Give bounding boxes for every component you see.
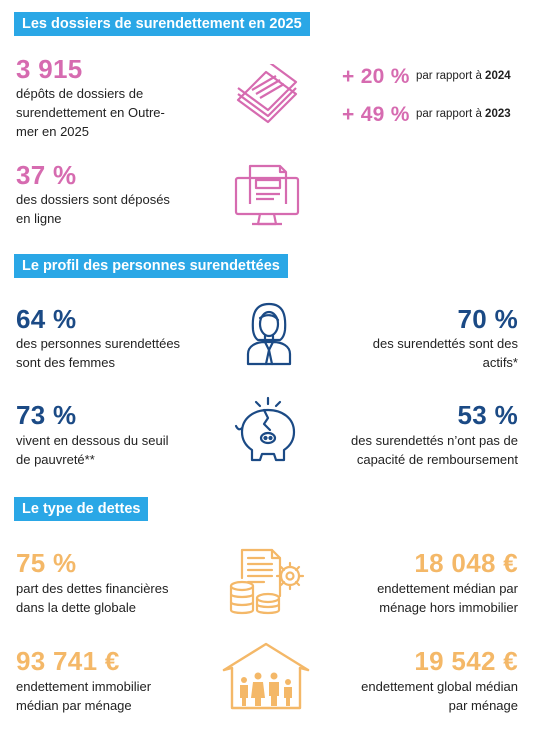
financieres-value: 75 % — [16, 548, 77, 578]
actifs-text: des surendettés sont des actifs* — [372, 336, 518, 370]
invoice-coins-gear-icon — [229, 548, 305, 615]
femmes-text: des personnes surendettées sont des femm… — [16, 336, 181, 370]
hors-immo-text: endettement médian par ménage hors immob… — [377, 581, 518, 615]
pauvrete-value: 73 % — [16, 400, 77, 430]
capacite-value: 53 % — [457, 400, 518, 430]
woman-icon — [246, 302, 292, 366]
global-text: endettement global médian par ménage — [361, 679, 518, 713]
depots-value: 3 915 — [16, 54, 83, 84]
capacite-text: des surendettés n’ont pas de capacité de… — [351, 433, 518, 467]
ligne-value: 37 % — [16, 160, 77, 190]
immo-value: 93 741 € — [16, 646, 120, 676]
section-title-profil: Le profil des personnes surendettées — [14, 254, 288, 278]
section-title-dettes: Le type de dettes — [14, 497, 149, 521]
global-value: 19 542 € — [414, 646, 518, 676]
financieres-text: part des dettes financières dans la dett… — [16, 581, 169, 615]
section-title-dossiers: Les dossiers de surendettement en 2025 — [14, 12, 310, 36]
var-2024-label: par rapport à 2024 — [416, 70, 511, 82]
pauvrete-text: vivent en dessous du seuil de pauvreté** — [16, 433, 169, 467]
broken-piggy-bank-icon — [234, 396, 296, 462]
depots-text: dépôts de dossiers de surendettement en … — [16, 86, 165, 139]
hors-immo-value: 18 048 € — [414, 548, 518, 578]
immo-text: endettement immobilier médian par ménage — [16, 679, 152, 713]
var-2024-value: + 20 % — [342, 65, 410, 88]
ligne-text: des dossiers sont déposés en ligne — [16, 192, 170, 226]
var-2023-label: par rapport à 2023 — [416, 108, 511, 120]
actifs-value: 70 % — [457, 304, 518, 334]
house-family-icon — [222, 642, 310, 710]
documents-stack-icon — [236, 64, 298, 124]
femmes-value: 64 % — [16, 304, 77, 334]
var-2023-value: + 49 % — [342, 103, 410, 126]
computer-form-icon — [234, 164, 300, 226]
